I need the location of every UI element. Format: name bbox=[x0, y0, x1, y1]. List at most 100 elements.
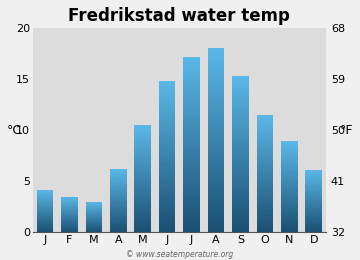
Bar bbox=[281, 169, 298, 170]
Bar bbox=[61, 227, 78, 228]
Bar bbox=[208, 74, 224, 76]
Bar bbox=[305, 184, 322, 185]
Bar bbox=[208, 57, 224, 60]
Bar bbox=[110, 224, 127, 225]
Bar bbox=[159, 210, 175, 212]
Bar bbox=[110, 202, 127, 203]
Bar bbox=[281, 196, 298, 197]
Bar bbox=[110, 209, 127, 210]
Bar bbox=[159, 153, 175, 155]
Bar bbox=[183, 118, 200, 120]
Bar bbox=[281, 220, 298, 221]
Bar bbox=[208, 170, 224, 173]
Bar bbox=[37, 228, 53, 229]
Bar bbox=[281, 194, 298, 195]
Bar bbox=[159, 200, 175, 202]
Bar bbox=[159, 140, 175, 142]
Bar bbox=[37, 191, 53, 192]
Bar bbox=[232, 121, 249, 123]
Bar bbox=[110, 175, 127, 176]
Bar bbox=[208, 230, 224, 232]
Bar bbox=[61, 210, 78, 211]
Bar bbox=[110, 204, 127, 205]
Bar bbox=[305, 201, 322, 202]
Bar bbox=[208, 150, 224, 152]
Bar bbox=[232, 205, 249, 207]
Bar bbox=[134, 137, 151, 139]
Bar bbox=[281, 156, 298, 157]
Bar bbox=[110, 179, 127, 180]
Bar bbox=[134, 181, 151, 183]
Bar bbox=[134, 230, 151, 231]
Bar bbox=[86, 229, 102, 230]
Bar bbox=[305, 175, 322, 176]
Bar bbox=[257, 163, 273, 165]
Bar bbox=[305, 208, 322, 209]
Bar bbox=[183, 186, 200, 188]
Bar bbox=[159, 106, 175, 108]
Bar bbox=[305, 228, 322, 229]
Bar bbox=[159, 109, 175, 111]
Bar bbox=[37, 203, 53, 204]
Bar bbox=[281, 199, 298, 201]
Bar bbox=[281, 164, 298, 165]
Bar bbox=[305, 221, 322, 222]
Bar bbox=[305, 203, 322, 204]
Bar bbox=[110, 225, 127, 226]
Bar bbox=[110, 205, 127, 206]
Bar bbox=[232, 129, 249, 131]
Bar bbox=[232, 136, 249, 139]
Bar bbox=[232, 182, 249, 184]
Bar bbox=[159, 176, 175, 178]
Bar bbox=[37, 221, 53, 222]
Bar bbox=[134, 156, 151, 157]
Bar bbox=[281, 166, 298, 168]
Bar bbox=[208, 214, 224, 216]
Bar bbox=[134, 193, 151, 195]
Bar bbox=[257, 202, 273, 203]
Bar bbox=[257, 122, 273, 124]
Bar bbox=[110, 203, 127, 204]
Bar bbox=[305, 197, 322, 198]
Bar bbox=[305, 216, 322, 217]
Bar bbox=[305, 185, 322, 186]
Bar bbox=[232, 221, 249, 223]
Bar bbox=[257, 205, 273, 206]
Bar bbox=[281, 147, 298, 148]
Bar bbox=[183, 59, 200, 61]
Bar bbox=[110, 184, 127, 185]
Bar bbox=[257, 147, 273, 149]
Bar bbox=[208, 207, 224, 210]
Bar bbox=[208, 161, 224, 164]
Bar bbox=[110, 208, 127, 209]
Bar bbox=[110, 219, 127, 220]
Bar bbox=[134, 200, 151, 202]
Bar bbox=[110, 206, 127, 207]
Bar bbox=[281, 179, 298, 180]
Bar bbox=[208, 223, 224, 226]
Bar bbox=[232, 148, 249, 150]
Bar bbox=[208, 205, 224, 207]
Bar bbox=[281, 159, 298, 160]
Bar bbox=[281, 225, 298, 226]
Bar bbox=[183, 63, 200, 65]
Bar bbox=[110, 201, 127, 202]
Bar bbox=[134, 151, 151, 152]
Bar bbox=[183, 65, 200, 68]
Bar bbox=[134, 199, 151, 200]
Bar bbox=[110, 181, 127, 182]
Bar bbox=[208, 97, 224, 99]
Bar bbox=[232, 115, 249, 117]
Bar bbox=[134, 207, 151, 208]
Bar bbox=[208, 212, 224, 214]
Bar bbox=[134, 184, 151, 185]
Bar bbox=[257, 200, 273, 202]
Bar bbox=[305, 211, 322, 212]
Bar bbox=[183, 195, 200, 197]
Bar bbox=[281, 226, 298, 227]
Bar bbox=[183, 74, 200, 76]
Bar bbox=[208, 113, 224, 115]
Bar bbox=[305, 205, 322, 206]
Bar bbox=[232, 101, 249, 103]
Bar bbox=[61, 224, 78, 225]
